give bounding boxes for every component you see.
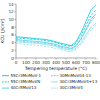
x-tick-label: 500 [62, 60, 70, 65]
legend-label: 30MnMoV04-13 [60, 73, 92, 78]
legend-swatch [51, 75, 58, 76]
chart: 0 100200300400500600700800 0 2 4 6 8 10 12 14 Temp… [0, 0, 100, 100]
series-line [16, 25, 96, 52]
x-tick-label: 0 [15, 60, 18, 65]
y-tick-label: 6 [11, 32, 14, 37]
y-tick-label: 8 [11, 25, 14, 30]
x-axis-label: Tempering temperature (°C) [24, 66, 87, 71]
legend-swatch [51, 81, 58, 82]
legend-label: 40Cr5MoV13 [11, 85, 37, 90]
x-tick-label: 100 [22, 60, 30, 65]
legend-label: 30Cr3MnMoV4+13 [60, 79, 98, 84]
y-tick-label: 4 [11, 40, 14, 45]
y-tick-label: 2 [11, 48, 14, 53]
legend-swatch [2, 88, 9, 89]
legend-label: 30Cr3MnV4 [60, 85, 84, 90]
x-tick-label: 600 [72, 60, 80, 65]
y-tick-label: 14 [8, 2, 14, 7]
y-tick [15, 27, 17, 28]
y-tick [15, 34, 17, 35]
x-axis-line [16, 58, 96, 59]
x-tick-label: 200 [32, 60, 40, 65]
series-line [16, 14, 96, 49]
y-tick-label: 0 [11, 56, 14, 61]
legend: 55Cr3MnMoV-155Cr3MnMoVN40Cr5MoV13 30MnMoV… [2, 73, 98, 90]
series-line [16, 16, 96, 50]
x-tick-label: 300 [42, 60, 50, 65]
plot-area [16, 5, 96, 52]
y-tick-label: 10 [8, 17, 14, 22]
legend-swatch [51, 88, 58, 89]
y-tick-label: 12 [8, 9, 14, 14]
legend-swatch [2, 81, 9, 82]
x-tick-label: 400 [52, 60, 60, 65]
y-tick [15, 4, 17, 5]
y-tick [15, 19, 17, 20]
y-axis-line [16, 4, 17, 58]
y-axis-label: KCU (J/cm²) [0, 18, 5, 43]
x-tick-label: 700 [82, 60, 90, 65]
y-tick [15, 58, 17, 59]
series-line [16, 23, 96, 50]
y-tick [15, 42, 17, 43]
legend-swatch [2, 75, 9, 76]
x-tick-label: 800 [92, 60, 100, 65]
y-tick [15, 11, 17, 12]
y-tick [15, 50, 17, 51]
legend-label: 55Cr3MnMoV-1 [11, 73, 42, 78]
legend-label: 55Cr3MnMoVN [11, 79, 41, 84]
